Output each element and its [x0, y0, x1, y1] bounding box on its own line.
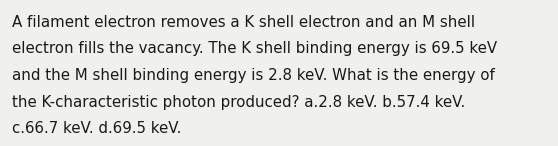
Text: and the M shell binding energy is 2.8 keV. What is the energy of: and the M shell binding energy is 2.8 ke… [12, 68, 495, 83]
Text: the K-characteristic photon produced? a.2.8 keV. b.57.4 keV.: the K-characteristic photon produced? a.… [12, 95, 465, 110]
Text: electron fills the vacancy. The K shell binding energy is 69.5 keV: electron fills the vacancy. The K shell … [12, 41, 497, 56]
Text: c.66.7 keV. d.69.5 keV.: c.66.7 keV. d.69.5 keV. [12, 121, 182, 137]
Text: A filament electron removes a K shell electron and an M shell: A filament electron removes a K shell el… [12, 15, 475, 30]
